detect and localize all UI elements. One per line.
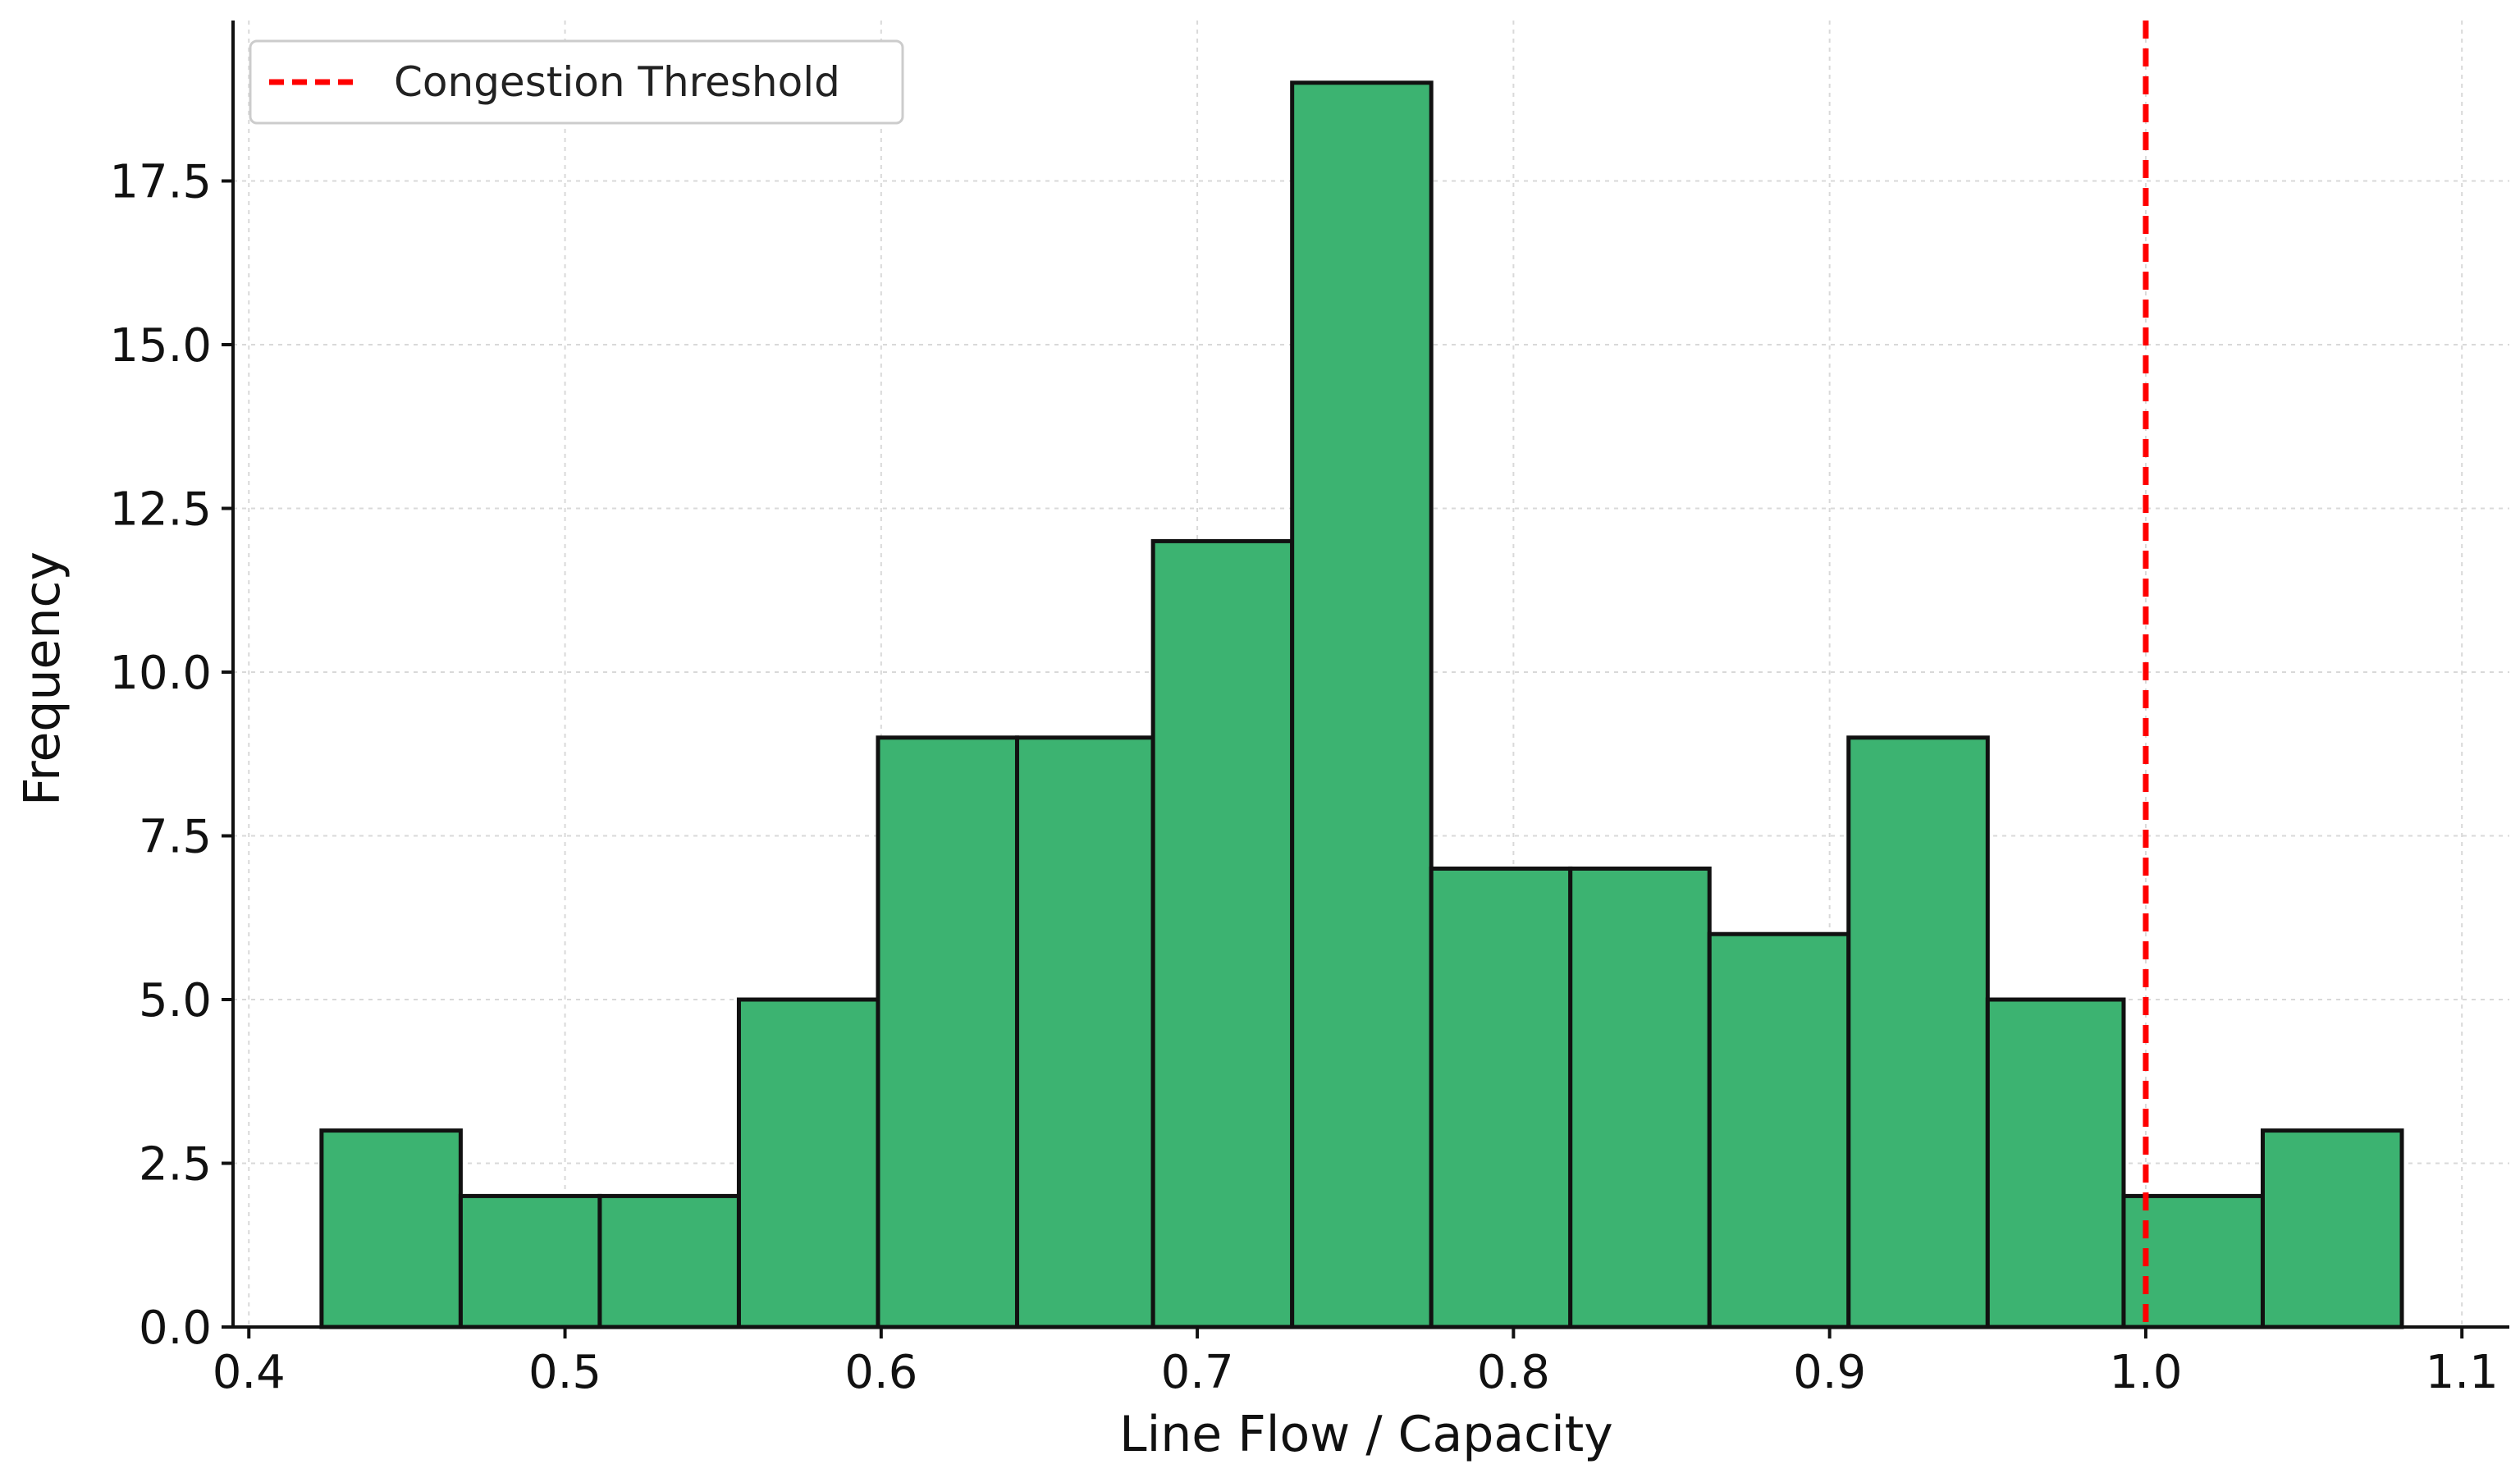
x-tick-label: 0.4 [213,1346,286,1399]
x-tick-label: 0.5 [528,1346,601,1399]
histogram-bars [319,80,2404,1329]
y-tick-label: 2.5 [139,1138,212,1192]
x-tick-label: 0.8 [1477,1346,1550,1399]
y-tick-label: 17.5 [109,156,212,209]
histogram-bar-11 [1707,931,1851,1329]
histogram-bar-12 [1846,735,1990,1329]
legend-threshold-label: Congestion Threshold [394,58,840,106]
x-axis-ticks: 0.4 0.5 0.6 0.7 0.8 0.9 1.0 1.1 [213,1327,2499,1399]
x-tick-label: 0.6 [844,1346,917,1399]
histogram-bar-13 [1985,997,2126,1329]
y-tick-label: 7.5 [139,811,212,864]
legend-box [249,39,904,125]
histogram-bar-8 [1290,80,1434,1329]
x-tick-label: 1.1 [2426,1346,2499,1399]
histogram-bar-15 [2260,1128,2404,1329]
histogram-bar-3 [597,1193,741,1329]
y-tick-label: 12.5 [109,483,212,537]
legend: Congestion Threshold [249,39,904,125]
histogram-bar-5 [876,735,1019,1329]
histogram-bar-6 [1014,735,1155,1329]
y-axis-ticks: 0.0 2.5 5.0 7.5 10.0 12.5 15.0 17.5 [109,156,233,1355]
histogram-bar-9 [1429,866,1573,1329]
histogram-bar-7 [1150,538,1295,1329]
histogram-bar-2 [458,1193,602,1329]
histogram-bar-1 [319,1128,463,1329]
x-tick-label: 0.9 [1793,1346,1866,1399]
histogram-bar-4 [736,997,880,1329]
y-tick-label: 10.0 [109,647,212,700]
y-tick-label: 15.0 [109,319,212,373]
x-tick-label: 0.7 [1161,1346,1234,1399]
y-tick-label: 5.0 [139,974,212,1027]
x-axis-title: Line Flow / Capacity [1119,1406,1613,1463]
x-tick-label: 1.0 [2109,1346,2182,1399]
y-tick-label: 0.0 [139,1302,212,1355]
histogram-bar-10 [1568,866,1712,1329]
y-axis-title: Frequency [14,551,71,806]
